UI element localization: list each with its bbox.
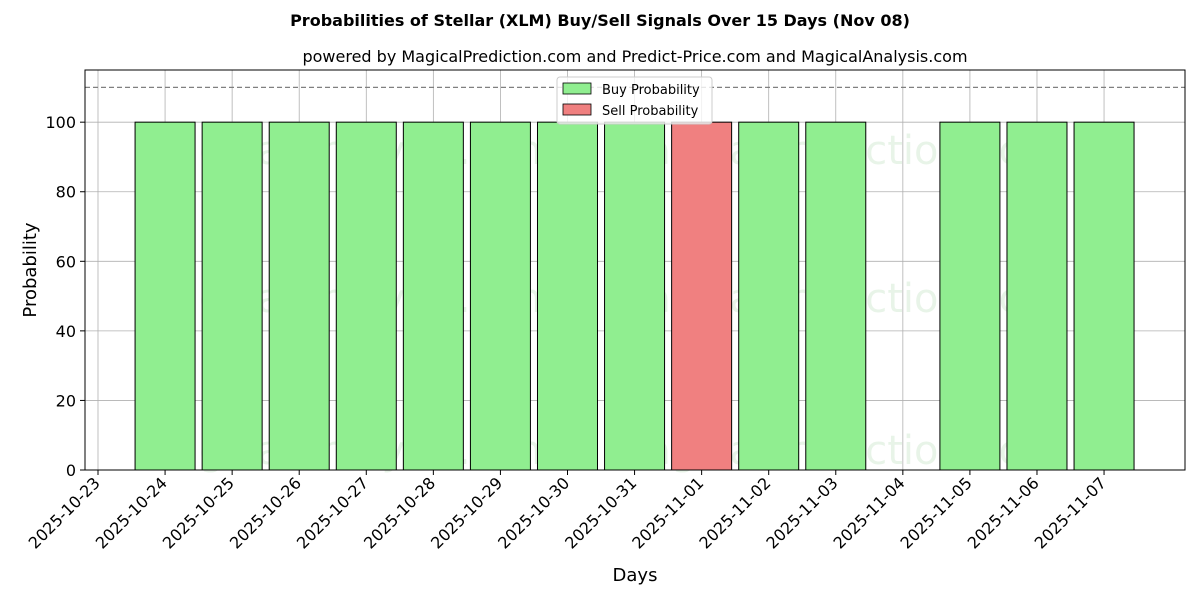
y-tick-label: 20 [56, 391, 76, 410]
buy-bar [335, 121, 397, 471]
y-tick-label: 40 [56, 322, 76, 341]
y-tick-label: 0 [66, 461, 76, 480]
buy-bar [738, 121, 800, 471]
buy-bar [134, 121, 196, 471]
legend: Buy Probability Sell Probability [556, 76, 713, 125]
y-tick-label: 80 [56, 183, 76, 202]
y-tick-label: 100 [45, 113, 76, 132]
chart-subtitle: powered by MagicalPrediction.com and Pre… [302, 47, 967, 66]
sell-bar [671, 121, 733, 471]
x-tick-label: 2025-11-07 [1031, 473, 1110, 552]
buy-bar [939, 121, 1001, 471]
buy-bar [1006, 121, 1068, 471]
y-tick-label: 60 [56, 252, 76, 271]
buy-bar [469, 121, 531, 471]
legend-label-sell: Sell Probability [602, 104, 699, 119]
legend-label-buy: Buy Probability [602, 83, 700, 98]
x-axis-label: Days [613, 565, 658, 586]
bars [134, 121, 1135, 471]
chart-title: Probabilities of Stellar (XLM) Buy/Sell … [290, 11, 910, 30]
buy-bar [201, 121, 263, 471]
y-axis-label: Probability [20, 222, 41, 317]
buy-bar [536, 121, 598, 471]
x-axis: 2025-10-232025-10-242025-10-252025-10-26… [25, 470, 1110, 553]
buy-bar [1073, 121, 1135, 471]
buy-bar [604, 121, 666, 471]
legend-box [556, 76, 713, 125]
legend-swatch-buy [562, 82, 592, 95]
y-axis: 0 20 40 60 80 100 [45, 113, 85, 480]
buy-bar [805, 121, 867, 471]
legend-swatch-sell [562, 103, 592, 116]
buy-bar [268, 121, 330, 471]
buy-bar [402, 121, 464, 471]
